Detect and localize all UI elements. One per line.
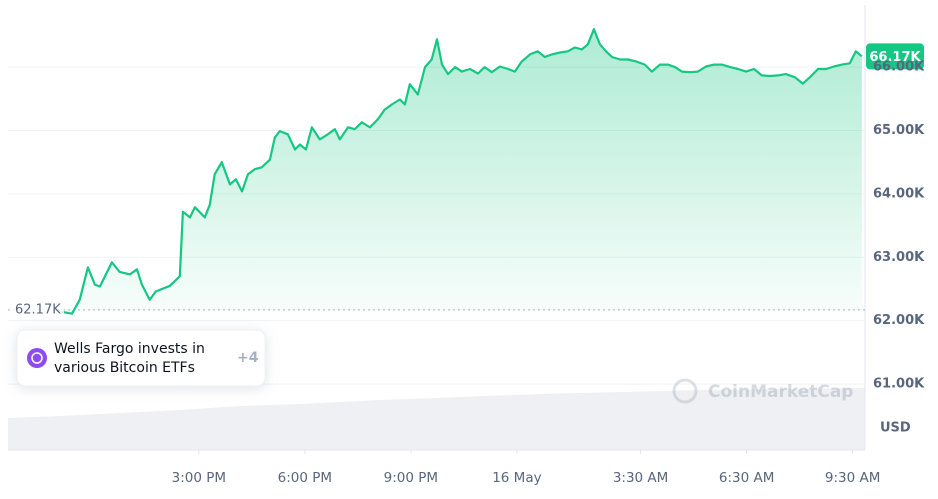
event-annotation[interactable]: Wells Fargo invests in various Bitcoin E… bbox=[16, 329, 266, 387]
x-tick-label: 6:00 PM bbox=[278, 470, 332, 486]
y-tick-label: 61.00K bbox=[873, 377, 925, 392]
watermark-logo bbox=[672, 378, 698, 404]
y-tick-label: 66.00K bbox=[873, 60, 925, 75]
x-tick-label: 6:30 AM bbox=[719, 470, 775, 486]
watermark-text: CoinMarketCap bbox=[708, 382, 853, 402]
annotation-icon bbox=[27, 348, 47, 368]
x-tick-label: 3:00 PM bbox=[172, 470, 226, 486]
area-fill bbox=[61, 29, 862, 314]
plot: 62.17K 66.17K bbox=[8, 28, 924, 319]
y-tick-label: 64.00K bbox=[873, 186, 925, 201]
annotation-box[interactable] bbox=[16, 329, 266, 387]
annotation-text: various Bitcoin ETFs bbox=[54, 360, 195, 376]
annotation-more[interactable]: +4 bbox=[237, 350, 259, 366]
annotation-text: Wells Fargo invests in bbox=[54, 341, 205, 357]
y-tick-label: 65.00K bbox=[873, 123, 925, 138]
y-tick-label: 62.00K bbox=[873, 313, 925, 328]
y-tick-label: 63.00K bbox=[873, 250, 925, 265]
watermark: CoinMarketCap bbox=[672, 378, 853, 404]
current-price-label: 66.17K bbox=[869, 50, 921, 65]
reference-label-bg bbox=[12, 300, 64, 319]
reference-label: 62.17K bbox=[15, 302, 61, 317]
x-tick-label: 16 May bbox=[492, 470, 541, 486]
price-line bbox=[61, 28, 863, 315]
volume-area bbox=[8, 388, 865, 450]
current-price-badge bbox=[866, 43, 924, 70]
x-tick-label: 9:00 PM bbox=[384, 470, 438, 486]
x-tick-label: 9:30 AM bbox=[825, 470, 881, 486]
annotation-icon bbox=[31, 352, 43, 364]
x-tick-label: 3:30 AM bbox=[613, 470, 669, 486]
currency-label: USD bbox=[880, 421, 911, 436]
